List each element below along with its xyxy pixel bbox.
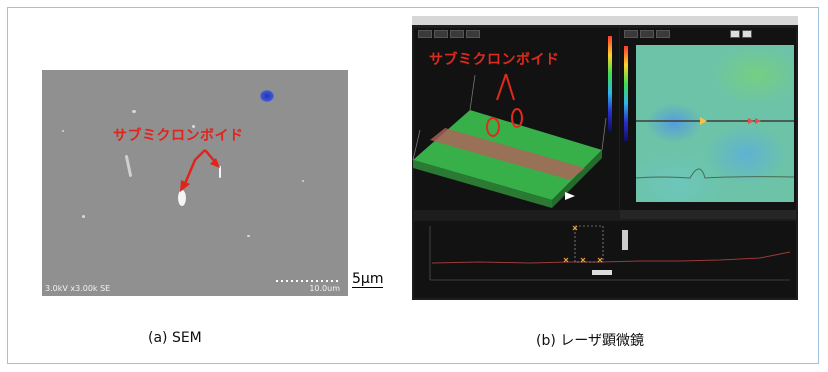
toolbar-button[interactable] (418, 30, 432, 38)
sem-scale-text: 10.0um (309, 284, 340, 293)
toolbar-button[interactable] (434, 30, 448, 38)
sem-particle (62, 130, 64, 132)
toolbar-button[interactable] (450, 30, 464, 38)
caption-sem: (a) SEM (148, 330, 202, 346)
status-bar (620, 210, 796, 219)
sem-info-text: 3.0kV x3.00k SE (45, 284, 111, 293)
sem-particle (247, 235, 250, 237)
height-map (636, 45, 794, 202)
sem-particle (82, 215, 85, 218)
toolbar-button[interactable] (640, 30, 654, 38)
toolbar-button[interactable] (742, 30, 752, 38)
sem-streak (124, 154, 133, 178)
laser-void-annotation: サブミクロンボイド (429, 52, 560, 68)
sem-image: 3.0kV x3.00k SE 10.0um (42, 70, 348, 296)
toolbar-button[interactable] (624, 30, 638, 38)
sem-scale-bar (276, 280, 338, 282)
caption-laser: (b) レーザ顕微鏡 (536, 333, 644, 349)
sem-particle (302, 180, 304, 182)
toolbar-button[interactable] (730, 30, 740, 38)
sem-particle (132, 110, 136, 113)
height-map-void (260, 90, 274, 102)
scale-marker-5um: 5μm (352, 271, 384, 288)
laser-titlebar (412, 16, 798, 25)
sem-void-annotation: サブミクロンボイド (113, 128, 244, 144)
height-profile-panel (414, 221, 796, 298)
toolbar-button[interactable] (656, 30, 670, 38)
sem-particle (192, 125, 195, 128)
toolbar-button[interactable] (466, 30, 480, 38)
colorbar-2d (624, 46, 628, 141)
sem-void-bright (178, 190, 186, 206)
colorbar-3d (608, 36, 612, 131)
sem-void-bright (219, 166, 221, 178)
